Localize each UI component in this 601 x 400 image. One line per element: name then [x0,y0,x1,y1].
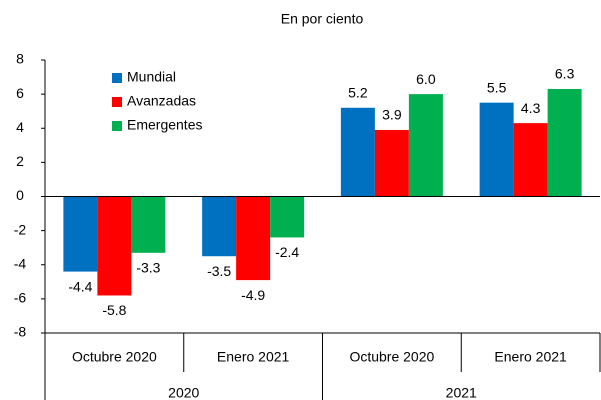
legend-swatch [112,121,122,131]
bar [340,107,375,197]
x-tick-label: Octubre 2020 [72,349,157,365]
data-label: 6.3 [555,66,575,82]
group-label: 2021 [446,385,477,400]
y-tick-label: -4 [14,255,27,271]
data-label: -4.4 [68,278,92,294]
legend-swatch [112,97,122,107]
y-tick-label: -2 [14,221,27,237]
x-tick-label: Enero 2021 [217,349,290,365]
legend-label: Emergentes [127,117,202,133]
bar [236,196,271,281]
bar [97,196,132,296]
x-tick-label: Enero 2021 [494,349,567,365]
y-tick-label: -8 [14,324,27,340]
data-label: -5.8 [102,302,126,318]
data-label: 6.0 [416,71,436,87]
data-label: 5.5 [487,79,507,95]
data-label: -4.9 [241,287,265,303]
y-tick-label: 2 [16,153,24,169]
data-label: -2.4 [275,244,299,260]
group-label: 2020 [168,385,199,400]
bar [131,196,166,253]
legend-label: Mundial [127,69,176,85]
y-tick-label: 6 [16,85,24,101]
y-tick-label: 8 [16,51,24,67]
bar [513,123,548,197]
chart-title: En por ciento [281,11,364,27]
legend-label: Avanzadas [127,93,196,109]
data-label: 3.9 [382,107,402,123]
legend-swatch [112,73,122,83]
y-tick-label: 4 [16,119,24,135]
data-label: 5.2 [348,84,368,100]
x-tick-label: Octubre 2020 [349,349,434,365]
data-label: -3.3 [136,260,160,276]
y-tick-label: 0 [16,187,24,203]
bar [374,129,409,197]
bar [479,102,514,197]
bar [270,196,305,238]
bar [202,196,237,257]
bar [63,196,98,272]
data-label: -3.5 [207,263,231,279]
bar [547,89,582,197]
y-tick-label: -6 [14,290,27,306]
bar [408,94,443,197]
data-label: 4.3 [521,100,541,116]
